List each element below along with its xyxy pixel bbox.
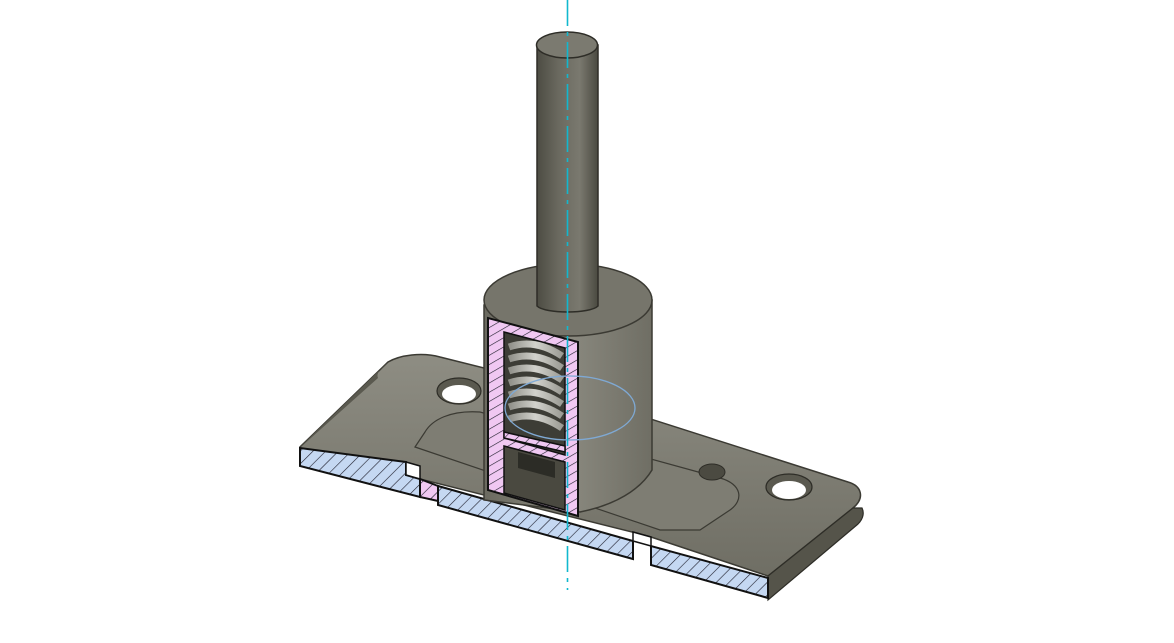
plate-right-edge (767, 507, 864, 602)
lower-cavity-floor (518, 452, 555, 478)
plate-slot-left (405, 461, 421, 480)
plate-slot-right (632, 531, 652, 547)
compression-spring (507, 340, 564, 431)
plunger-housing (483, 263, 653, 518)
plunger-head-section (503, 431, 566, 453)
left-mounting-hole (436, 377, 482, 405)
plate-section-right (650, 544, 769, 600)
pilot-hole (698, 463, 726, 481)
right-mounting-hole (765, 473, 813, 501)
selected-edge-highlight (504, 375, 636, 441)
plate-left-bevel (300, 362, 388, 447)
